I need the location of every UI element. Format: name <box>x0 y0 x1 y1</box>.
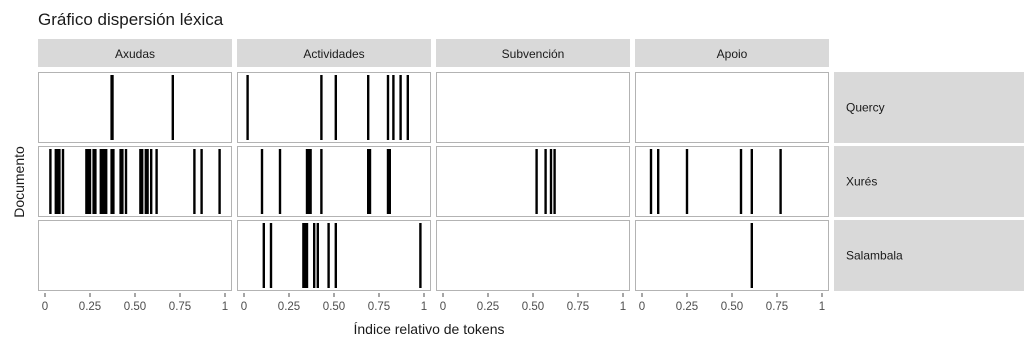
panel-1-1 <box>237 146 431 217</box>
panel-2-1 <box>237 220 431 291</box>
x-tick-label-0-2: 0.50 <box>124 301 146 313</box>
panel-0-3 <box>635 72 829 143</box>
x-tick-label-2-1: 0.25 <box>477 301 499 313</box>
x-tick-label-2-3: 0.75 <box>567 301 589 313</box>
x-tick-label-3-1: 0.25 <box>676 301 698 313</box>
panel-0-0 <box>38 72 232 143</box>
facet-grid: Axudas Actividades Subvención Apoio Quercy Xu… <box>38 39 1024 313</box>
x-tick-label-0-3: 0.75 <box>169 301 191 313</box>
chart-title: Gráfico dispersión léxica <box>38 10 224 29</box>
x-tick-label-1-1: 0.25 <box>278 301 300 313</box>
panel-1-2 <box>436 146 630 217</box>
row-strip-0 <box>834 72 1024 143</box>
panel-2-3 <box>635 220 829 291</box>
panel-0-2 <box>436 72 630 143</box>
facet-label-0: Axudas <box>115 47 155 61</box>
facet-label-2: Subvención <box>502 47 565 61</box>
facet-strip-3 <box>635 39 829 67</box>
x-tick-label-2-4: 1 <box>620 301 626 313</box>
x-tick-label-2-0: 0 <box>440 301 446 313</box>
x-tick-label-0-0: 0 <box>42 301 48 313</box>
x-tick-label-3-0: 0 <box>639 301 645 313</box>
facet-label-1: Actividades <box>303 47 364 61</box>
x-tick-label-2-2: 0.50 <box>522 301 544 313</box>
row-label-0: Quercy <box>846 101 885 115</box>
panel-1-0 <box>38 146 232 217</box>
x-tick-label-3-3: 0.75 <box>766 301 788 313</box>
x-tick-label-1-3: 0.75 <box>368 301 390 313</box>
facet-label-3: Apoio <box>717 47 748 61</box>
row-label-2: Salambala <box>846 249 903 263</box>
x-tick-label-3-4: 1 <box>819 301 825 313</box>
row-strip-1 <box>834 146 1024 217</box>
x-tick-label-1-0: 0 <box>241 301 247 313</box>
y-axis-title: Documento <box>11 146 27 218</box>
x-tick-label-3-2: 0.50 <box>721 301 743 313</box>
panel-2-0 <box>38 220 232 291</box>
facet-strip-0 <box>38 39 232 67</box>
panel-2-2 <box>436 220 630 291</box>
row-label-1: Xurés <box>846 175 877 189</box>
facet-strip-1 <box>237 39 431 67</box>
row-strip-2 <box>834 220 1024 291</box>
panel-0-1 <box>237 72 431 143</box>
panel-1-3 <box>635 146 829 217</box>
x-tick-label-1-4: 1 <box>421 301 427 313</box>
x-axis-title: Índice relativo de tokens <box>354 321 505 337</box>
x-tick-label-0-1: 0.25 <box>79 301 101 313</box>
x-tick-label-1-2: 0.50 <box>323 301 345 313</box>
facet-strip-2 <box>436 39 630 67</box>
x-tick-label-0-4: 1 <box>222 301 228 313</box>
